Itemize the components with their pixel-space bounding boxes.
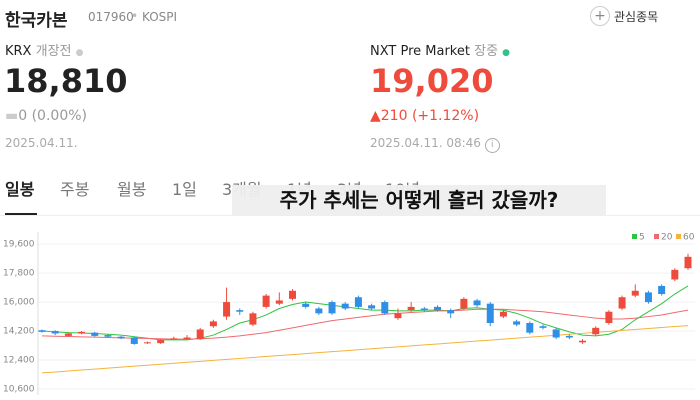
date: 2025.04.11.: [5, 136, 78, 150]
candle-body: [64, 333, 72, 336]
candle-body: [104, 335, 112, 337]
price: 18,810: [4, 62, 128, 100]
candle-body: [51, 331, 59, 334]
change: ▬0 (0.00%): [5, 108, 87, 124]
candle-body: [354, 297, 362, 307]
candle-body: [658, 285, 666, 295]
legend-label: 20: [661, 233, 673, 243]
y-tick-label: 17,800: [3, 269, 35, 279]
candle-body: [394, 313, 402, 319]
caption: 주가 추세는 어떻게 흘러 갔을까?: [232, 185, 606, 215]
exchange-name: NXT Pre Market: [370, 44, 470, 59]
y-tick-label: 16,000: [3, 298, 35, 308]
candle-body: [117, 336, 125, 339]
candle-body: [513, 321, 521, 325]
candle-body: [236, 310, 244, 312]
market: KOSPI: [142, 10, 178, 24]
candle-body: [91, 332, 99, 336]
date-text: 2025.04.11. 08:46: [370, 136, 481, 150]
active-tab-underline: [5, 213, 37, 215]
candle-body: [671, 269, 679, 280]
candle-body: [183, 337, 191, 340]
tab[interactable]: 주봉: [60, 180, 90, 199]
candle-body: [368, 305, 376, 309]
y-tick-label: 14,200: [3, 327, 35, 337]
moving-average-line: [41, 308, 689, 340]
candle-body: [288, 290, 296, 299]
exchange: NXT Pre Market 장중 ●: [370, 40, 510, 59]
candle-body: [618, 297, 626, 309]
plus-icon[interactable]: +: [590, 6, 610, 26]
candle-body: [565, 335, 573, 338]
candle-body: [460, 298, 468, 309]
y-tick-label: 12,400: [3, 356, 35, 366]
candle-body: [157, 339, 165, 344]
candle-body: [381, 302, 389, 314]
divider: [0, 215, 700, 216]
candle-body: [420, 308, 428, 311]
legend-label: 5: [639, 233, 645, 243]
candle-body: [170, 338, 178, 340]
candle-body: [631, 290, 639, 296]
candle-body: [130, 337, 138, 344]
candle-body: [605, 311, 613, 324]
watchlist-button[interactable]: 관심종목: [614, 10, 659, 24]
candle-body: [434, 306, 442, 311]
stock-name: 한국카본: [5, 11, 68, 31]
candle-body: [473, 300, 481, 306]
legend-swatch: [632, 234, 637, 239]
market-status: 개장전: [35, 44, 72, 59]
candle-body: [447, 310, 455, 314]
candle-body: [143, 342, 151, 344]
legend-swatch: [654, 234, 659, 239]
change-text: 0 (0.00%): [18, 108, 87, 124]
candle-body: [38, 330, 46, 332]
stock-code: 017960: [88, 10, 134, 24]
market-status: 장중: [474, 44, 499, 59]
candle-body: [552, 329, 560, 338]
tab[interactable]: 1일: [172, 180, 197, 199]
candle-body: [499, 311, 507, 317]
candle-body: [209, 321, 217, 327]
candle-body: [407, 306, 415, 311]
exchange-name: KRX: [5, 44, 32, 59]
status-dot: ●: [75, 48, 84, 58]
candle-body: [315, 308, 323, 314]
legend-swatch: [676, 234, 681, 239]
tab[interactable]: 월봉: [117, 180, 147, 199]
candle-body: [196, 329, 204, 340]
candle-body: [526, 323, 534, 333]
status-dot: ●: [502, 48, 511, 58]
candle-body: [78, 331, 86, 334]
candle-body: [328, 302, 336, 314]
candle-body: [249, 313, 257, 325]
candle-body: [341, 303, 349, 309]
candle-body: [684, 256, 692, 269]
candle-body: [262, 295, 270, 307]
legend-label: 60: [683, 233, 695, 243]
price: 19,020: [370, 62, 494, 100]
info-icon[interactable]: i: [484, 138, 500, 153]
moving-average-line: [41, 285, 689, 341]
candle-body: [486, 303, 494, 324]
separator: •: [131, 9, 139, 23]
candle-body: [275, 300, 283, 304]
tab[interactable]: 일봉: [5, 180, 35, 199]
y-tick-label: 19,600: [3, 240, 35, 250]
moving-average-line: [41, 325, 689, 374]
candle-body: [644, 292, 652, 303]
exchange: KRX 개장전 ●: [5, 40, 84, 59]
date: 2025.04.11. 08:46 i: [370, 136, 500, 153]
candle-body: [302, 303, 310, 307]
flat-icon: ▬: [5, 108, 19, 124]
candle-body: [223, 302, 231, 317]
candle-body: [592, 327, 600, 335]
y-tick-label: 10,600: [3, 385, 35, 395]
candle-body: [579, 340, 587, 343]
candle-body: [539, 326, 547, 328]
change-text: ▲210 (+1.12%): [370, 108, 480, 124]
